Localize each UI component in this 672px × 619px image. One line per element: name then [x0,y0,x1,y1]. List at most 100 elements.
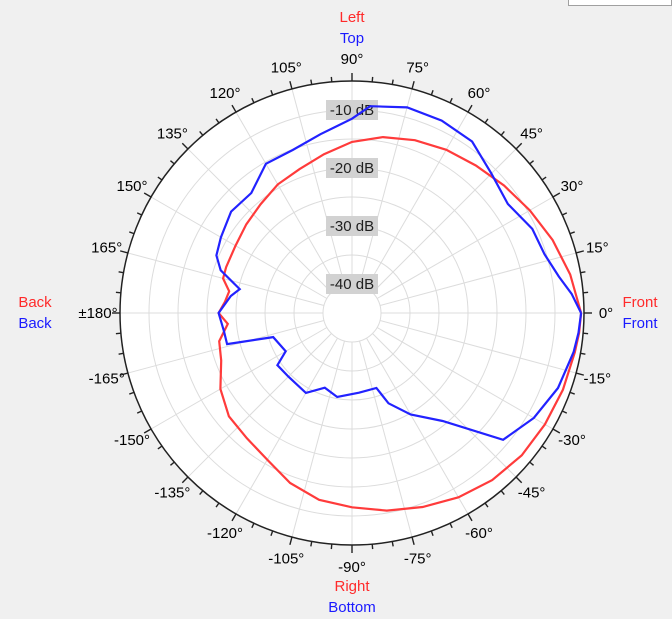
angle-tick-mark [310,79,313,85]
angle-tick-mark [119,250,129,254]
angle-tick-mark [310,541,313,547]
grid-spoke [291,340,345,538]
radial-tick-label-bg [326,216,378,236]
angle-tick-mark [251,97,255,104]
angle-tick-mark [129,231,135,235]
angle-tick-label: -90° [338,559,366,576]
angle-tick-mark [129,391,135,395]
angle-tick-label: 120° [209,85,240,102]
angle-tick-mark [500,130,505,136]
grid-spoke [372,333,517,478]
angle-tick-mark [136,410,143,414]
angle-tick-label: 90° [341,51,364,68]
right-label-red: Front [622,294,658,311]
angle-ticks [112,73,592,553]
angle-tick-label: ±180° [78,305,117,322]
angle-tick-mark [270,90,274,96]
angle-tick-mark [561,410,568,414]
angle-tick-label: 60° [468,85,491,102]
angle-tick-mark [143,192,152,198]
angle-tick-mark [199,490,204,496]
grid-spoke [235,337,338,515]
angle-tick-mark [270,530,274,536]
bottom-label-blue: Bottom [328,599,376,616]
grid-spoke [359,340,413,538]
angle-tick-label: -105° [268,550,304,567]
angle-tick-mark [199,130,204,136]
angle-tick-mark [580,271,586,274]
angle-tick-mark [515,476,523,484]
angle-tick-label: 165° [91,239,122,256]
angle-tick-mark [484,502,489,508]
grid-spoke [366,111,469,289]
angle-tick-mark [136,212,143,216]
angle-tick-mark [430,530,434,536]
series-layer [215,105,583,512]
grid-spoke [379,252,577,306]
radial-tick-label-bg [326,274,378,294]
angle-tick-mark [118,271,124,274]
angle-tick-mark [251,522,255,529]
grid-spoke [291,88,345,286]
angle-tick-mark [552,192,561,198]
angle-tick-mark [467,104,473,113]
angle-tick-mark [411,80,415,90]
angle-tick-mark [157,445,163,450]
grid-spoke [235,111,338,289]
angle-tick-mark [449,97,453,104]
angle-tick-mark [541,445,547,450]
right-label-blue: Front [622,315,658,332]
angle-tick-mark [169,461,175,466]
angle-tick-mark [215,118,220,124]
angle-tick-mark [181,142,189,150]
angle-tick-mark [430,90,434,96]
angle-tick-mark [215,502,220,508]
angle-tick-mark [231,513,237,522]
angle-tick-mark [391,79,394,85]
angle-tick-mark [580,352,586,355]
angle-tick-mark [467,513,473,522]
top-label-red: Left [339,9,365,26]
angle-tick-mark [515,142,523,150]
angle-tick-label: -165° [89,371,125,388]
angle-tick-label: -135° [154,485,190,502]
grid-spoke [127,252,325,306]
angle-tick-mark [169,160,175,165]
angle-tick-label: -150° [114,432,150,449]
angle-tick-mark [231,104,237,113]
grid-spoke [127,320,325,374]
radial-tick-label: -40 dB [330,276,374,293]
angle-tick-label: 45° [520,125,543,142]
left-label-red: Back [18,294,52,311]
angle-tick-labels: 0° 15° 30° 45° 60° 75° 90° 105° 120° 135° 150° 165°… [78,51,613,576]
angle-tick-mark [181,476,189,484]
angle-tick-label: 135° [157,125,188,142]
angle-tick-label: 15° [586,239,609,256]
angle-tick-mark [157,176,163,181]
radial-tick-label-bg [326,158,378,178]
angle-tick-mark [575,250,585,254]
grid-spoke [150,196,328,299]
angle-tick-mark [561,212,568,216]
grid-spoke [376,327,554,430]
angle-tick-mark [569,231,575,235]
angle-tick-label: -30° [558,432,586,449]
angle-tick-label: 150° [116,178,147,195]
angle-tick-mark [119,372,129,376]
angle-tick-mark [143,428,152,434]
angle-tick-label: -60° [465,525,493,542]
grid-spoke [379,320,577,374]
angle-tick-mark [449,522,453,529]
angle-tick-mark [552,428,561,434]
angle-tick-label: -45° [518,485,546,502]
radial-tick-label: -20 dB [330,160,374,177]
angle-tick-mark [541,176,547,181]
grid-spoke [187,333,332,478]
radial-tick-label-bg [326,100,378,120]
angle-tick-label: 105° [271,60,302,77]
grid-spoke [366,337,469,515]
angle-tick-mark [391,541,394,547]
angle-tick-mark [289,80,293,90]
